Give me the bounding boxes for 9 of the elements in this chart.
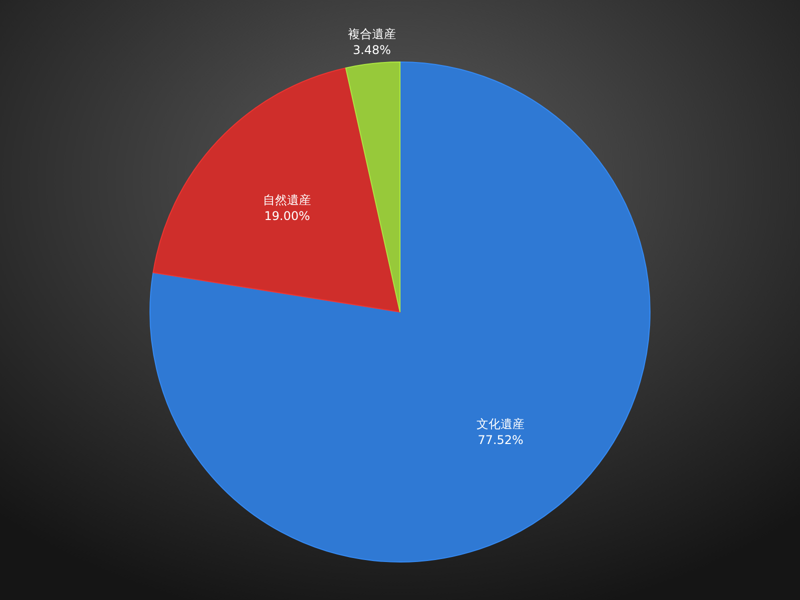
slice-label: 複合遺産 — [348, 27, 396, 42]
pie-slice — [152, 67, 400, 312]
slice-label: 自然遺産 — [263, 192, 312, 207]
pie-slice — [345, 62, 400, 312]
pie-slice — [150, 62, 650, 562]
data-label: 77.52% — [478, 432, 524, 447]
data-label: 3.48% — [352, 43, 391, 58]
data-label: 19.00% — [264, 208, 310, 223]
slice-label: 文化遺産 — [476, 416, 525, 431]
